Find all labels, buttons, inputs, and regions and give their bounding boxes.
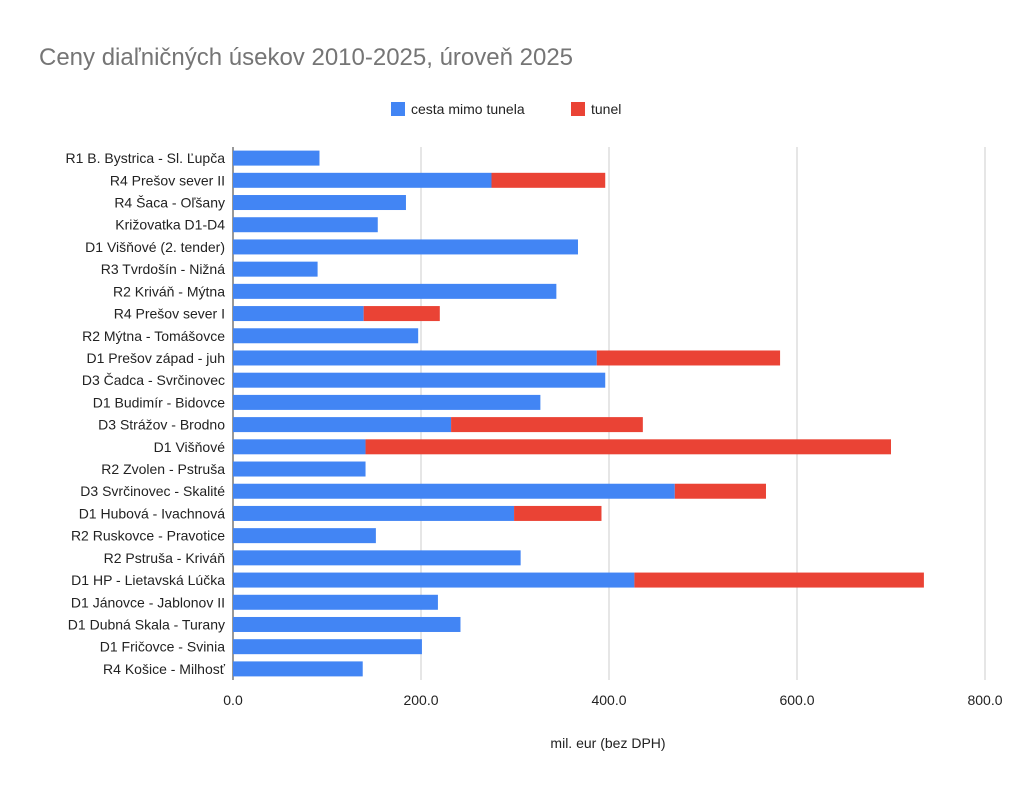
bar-cesta-mimo-tunela [233,505,515,521]
bar-cesta-mimo-tunela [233,594,438,610]
bar-cesta-mimo-tunela [233,661,363,677]
category-labels: R1 B. Bystrica - Sl. Ľupča R4 Prešov seve… [65,150,225,677]
bar-cesta-mimo-tunela [233,528,376,544]
bar-cesta-mimo-tunela [233,550,521,566]
category-label: D1 Budimír - Bidovce [93,394,225,410]
category-label: Križovatka D1-D4 [115,217,225,233]
legend-swatch [571,102,585,116]
bars [233,150,924,677]
bar-cesta-mimo-tunela [233,461,366,477]
x-tick-label: 800.0 [967,692,1002,708]
bar-tunel [596,350,781,366]
bar-cesta-mimo-tunela [233,372,606,388]
category-label: R2 Zvolen - Pstruša [101,461,225,477]
bar-cesta-mimo-tunela [233,417,452,433]
bar-cesta-mimo-tunela [233,572,635,588]
category-label: R2 Kriváň - Mýtna [113,283,225,299]
bar-tunel [634,572,924,588]
category-label: R4 Prešov sever II [110,172,225,188]
category-label: R4 Prešov sever I [114,306,225,322]
category-label: D1 Prešov západ - juh [86,350,225,366]
bar-tunel [363,306,440,322]
legend: cesta mimo tunela tunel [391,101,621,117]
category-label: D1 Fričovce - Svinia [100,639,225,655]
bar-cesta-mimo-tunela [233,195,406,211]
x-tick-label: 0.0 [223,692,243,708]
category-label: R2 Mýtna - Tomášovce [82,328,225,344]
category-label: R2 Ruskovce - Pravotice [71,528,225,544]
bar-cesta-mimo-tunela [233,616,461,632]
bar-tunel [365,439,891,455]
bar-cesta-mimo-tunela [233,172,492,188]
legend-label: cesta mimo tunela [411,101,525,117]
category-label: D3 Svrčinovec - Skalité [80,483,225,499]
category-label: D1 Višňové [154,439,226,455]
bar-tunel [451,417,643,433]
category-label: D3 Čadca - Svrčinovec [82,372,225,388]
category-label: R1 B. Bystrica - Sl. Ľupča [65,150,225,166]
category-label: D1 Hubová - Ivachnová [79,505,226,521]
category-label: R2 Pstruša - Kriváň [104,550,225,566]
gridlines [232,147,986,680]
bar-cesta-mimo-tunela [233,350,597,366]
bar-cesta-mimo-tunela [233,150,320,166]
bar-cesta-mimo-tunela [233,217,378,233]
bar-cesta-mimo-tunela [233,394,541,410]
bar-cesta-mimo-tunela [233,439,366,455]
x-tick-label: 400.0 [591,692,626,708]
category-label: D3 Strážov - Brodno [98,417,225,433]
bar-cesta-mimo-tunela [233,283,557,299]
category-label: R4 Šaca - Oľšany [114,195,225,211]
x-tick-label: 600.0 [779,692,814,708]
bar-cesta-mimo-tunela [233,239,578,255]
x-tick-label: 200.0 [403,692,438,708]
legend-swatch [391,102,405,116]
bar-cesta-mimo-tunela [233,306,364,322]
bar-cesta-mimo-tunela [233,483,675,499]
category-label: D1 Višňové (2. tender) [85,239,225,255]
category-label: R3 Tvrdošín - Nižná [101,261,225,277]
bar-tunel [674,483,766,499]
category-label: D1 Jánovce - Jablonov II [71,594,225,610]
chart-title: Ceny diaľničných úsekov 2010-2025, úrove… [39,44,573,71]
category-label: R4 Košice - Milhosť [103,661,226,677]
x-axis-title: mil. eur (bez DPH) [550,735,665,751]
bar-cesta-mimo-tunela [233,328,419,344]
legend-label: tunel [591,101,621,117]
bar-tunel [491,172,606,188]
bar-cesta-mimo-tunela [233,261,318,277]
bar-cesta-mimo-tunela [233,639,422,655]
bar-tunel [514,505,602,521]
category-label: D1 Dubná Skala - Turany [68,616,225,632]
category-label: D1 HP - Lietavská Lúčka [71,572,225,588]
x-tick-labels: 0.0 200.0 400.0 600.0 800.0 [223,692,1002,708]
